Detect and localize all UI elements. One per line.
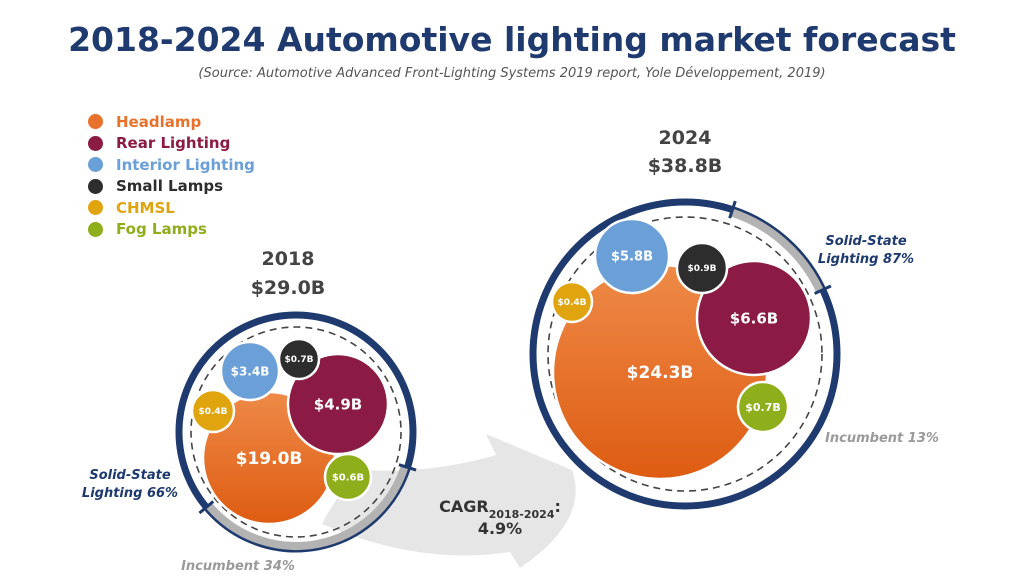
legend-item-headlamp: Headlamp	[88, 111, 255, 133]
page-title: 2018-2024 Automotive lighting market for…	[68, 20, 956, 59]
legend-label: Small Lamps	[116, 177, 224, 196]
bubble-rear-lighting	[695, 259, 813, 377]
legend-label: Headlamp	[116, 112, 202, 131]
share-tick-0	[398, 463, 417, 472]
bubble-interior-lighting	[593, 217, 671, 295]
legend-item-fog-lamps: Fog Lamps	[88, 219, 255, 241]
bubble-label-fog-lamps: $0.7B	[745, 401, 781, 414]
legend-label: Interior Lighting	[116, 155, 255, 174]
cagr-value: 4.9%	[478, 519, 522, 538]
bubble-label-rear-lighting: $4.9B	[314, 395, 362, 413]
bubble-chmsl	[190, 388, 236, 434]
share-tick-1	[198, 500, 215, 515]
incumbent-label: Incumbent 13%	[825, 431, 939, 446]
bubble-fog-lamps	[736, 380, 790, 434]
dashed-ring	[547, 216, 823, 492]
solid-state-label: Solid-State	[89, 468, 170, 483]
bubble-chmsl	[550, 280, 594, 324]
legend: Headlamp Rear Lighting Interior Lighting Sm…	[88, 111, 255, 240]
solid-state-ring	[529, 198, 841, 510]
incumbent-arc	[730, 208, 824, 293]
legend-label: Rear Lighting	[116, 134, 231, 153]
year-label: 2018	[262, 248, 315, 270]
legend-swatch	[88, 178, 103, 194]
bubble-label-chmsl: $0.4B	[557, 298, 586, 308]
total-label: $38.8B	[648, 155, 723, 177]
legend-label: CHMSL	[116, 198, 175, 217]
bubble-interior-lighting	[219, 340, 281, 402]
legend-item-small-lamps: Small Lamps	[88, 176, 255, 198]
legend-item-rear-lighting: Rear Lighting	[88, 133, 255, 155]
bubble-label-headlamp: $24.3B	[627, 363, 694, 383]
bubble-rear-lighting	[286, 352, 390, 456]
share-tick-0	[728, 200, 737, 219]
solid-state-label: Lighting 87%	[818, 252, 914, 267]
solid-state-label: Solid-State	[825, 234, 906, 249]
legend-item-interior-lighting: Interior Lighting	[88, 154, 255, 176]
bubble-fog-lamps	[323, 452, 373, 502]
bubble-label-interior-lighting: $3.4B	[231, 364, 270, 378]
legend-item-chmsl: CHMSL	[88, 197, 255, 219]
incumbent-arc	[205, 465, 409, 550]
share-tick-1	[813, 284, 832, 295]
legend-swatch	[88, 114, 103, 130]
dashed-ring	[190, 326, 402, 538]
legend-swatch	[88, 157, 103, 173]
cagr-label: CAGR2018-2024:	[439, 497, 561, 521]
bubble-label-chmsl: $0.4B	[198, 407, 227, 417]
bubble-label-small-lamps: $0.9B	[687, 264, 716, 274]
incumbent-label: Incumbent 34%	[181, 559, 295, 574]
bubble-chart-2018: $19.0B $4.9B $3.4B $0.7B $0.4B $0.6B 2018 $29.0…	[82, 248, 417, 574]
cagr-arrow	[322, 434, 576, 568]
total-label: $29.0B	[251, 277, 326, 299]
solid-state-label: Lighting 66%	[82, 486, 178, 501]
bubble-label-headlamp: $19.0B	[236, 449, 303, 469]
legend-swatch	[88, 135, 103, 151]
legend-swatch	[88, 200, 103, 216]
bubble-label-rear-lighting: $6.6B	[730, 309, 778, 327]
bubble-chart-2024: $24.3B $6.6B $5.8B $0.9B $0.4B $0.7B 2024 $38.8…	[529, 127, 939, 510]
year-label: 2024	[659, 127, 712, 149]
bubble-label-interior-lighting: $5.8B	[611, 250, 653, 265]
legend-swatch	[88, 221, 103, 237]
page-subtitle: (Source: Automotive Advanced Front-Light…	[198, 66, 826, 81]
bubble-small-lamps	[675, 241, 729, 295]
bubble-label-fog-lamps: $0.6B	[332, 473, 364, 484]
bubble-small-lamps	[277, 337, 321, 381]
legend-label: Fog Lamps	[116, 220, 207, 239]
bubble-label-small-lamps: $0.7B	[284, 355, 313, 365]
